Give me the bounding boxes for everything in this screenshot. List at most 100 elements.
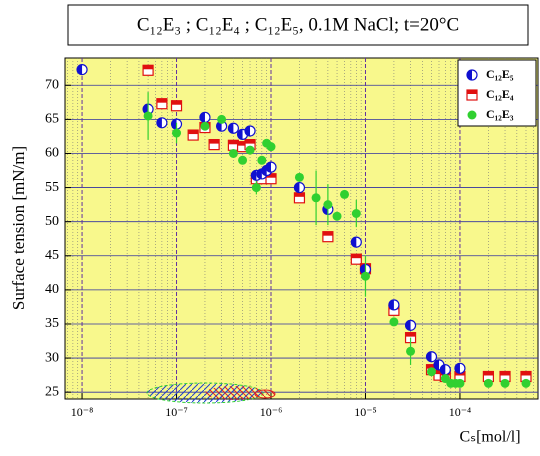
x-tick-label: 10⁻⁶: [260, 405, 283, 419]
point: [266, 142, 276, 152]
marker-fill: [188, 130, 199, 135]
marker-fill: [245, 139, 256, 144]
marker-fill: [483, 371, 494, 376]
marker-fill: [322, 231, 333, 236]
marker-fill: [266, 162, 272, 173]
point: [406, 346, 416, 356]
marker-fill: [311, 193, 321, 203]
marker-fill: [467, 90, 477, 94]
point: [143, 111, 153, 121]
point: [251, 183, 261, 193]
marker-fill: [200, 121, 210, 131]
marker-fill: [245, 145, 255, 155]
marker-fill: [256, 168, 262, 179]
y-tick-label: 65: [45, 112, 59, 127]
hatched-region: [205, 386, 265, 400]
point: [483, 378, 493, 388]
marker-fill: [171, 100, 182, 105]
point: [404, 319, 417, 331]
y-tick-label: 40: [45, 282, 59, 297]
point: [200, 121, 210, 131]
marker-fill: [500, 371, 511, 376]
x-tick-label: 10⁻⁴: [449, 405, 472, 419]
marker-fill: [294, 172, 304, 182]
marker-fill: [237, 129, 243, 140]
marker-fill: [406, 346, 416, 356]
legend-label: C₁₂E₅: [486, 67, 514, 81]
marker-fill: [156, 98, 167, 103]
point: [294, 172, 304, 182]
marker-fill: [171, 119, 177, 130]
point: [244, 125, 256, 137]
marker-fill: [251, 183, 261, 193]
point: [455, 378, 465, 388]
marker-fill: [405, 332, 416, 337]
marker-fill: [266, 173, 277, 178]
marker-fill: [77, 64, 83, 75]
marker-fill: [332, 211, 342, 221]
marker-fill: [405, 320, 411, 331]
y-tick-label: 25: [45, 384, 59, 399]
y-tick-label: 60: [45, 146, 59, 161]
marker-fill: [209, 139, 220, 144]
marker-fill: [426, 364, 437, 369]
point: [500, 378, 510, 388]
point: [466, 89, 478, 101]
point: [322, 231, 334, 243]
marker-fill: [388, 299, 394, 310]
x-tick-label: 10⁻⁷: [165, 405, 188, 419]
marker-fill: [294, 192, 305, 197]
point: [293, 181, 306, 194]
y-tick-label: 55: [45, 180, 59, 195]
marker-fill: [433, 370, 444, 375]
point: [227, 122, 240, 134]
y-tick-label: 30: [45, 350, 59, 365]
marker-fill: [261, 165, 267, 176]
marker-fill: [172, 128, 182, 138]
point: [340, 189, 350, 199]
marker-fill: [467, 110, 477, 120]
marker-fill: [237, 141, 248, 146]
marker-fill: [426, 351, 432, 362]
marker-fill: [427, 367, 437, 377]
y-axis-label: Surface tension [mN/m]: [9, 146, 28, 310]
point: [350, 253, 362, 265]
point: [466, 69, 478, 81]
marker-fill: [520, 371, 531, 376]
marker-fill: [228, 123, 234, 134]
point: [172, 128, 182, 138]
marker-fill: [228, 148, 238, 158]
point: [360, 271, 370, 281]
point: [350, 236, 362, 248]
point: [521, 378, 531, 388]
y-tick-label: 50: [45, 214, 59, 229]
point: [388, 299, 400, 311]
point: [238, 155, 248, 165]
hatched-region: [254, 389, 276, 399]
title-box: [67, 4, 529, 46]
point: [187, 129, 199, 141]
point: [156, 98, 168, 110]
chart-title: C₁₂E₃ ; C₁₂E₄ ; C₁₂E₅, 0.1M NaCl; t=20°C: [137, 14, 459, 35]
marker-fill: [521, 378, 531, 388]
marker-fill: [143, 111, 153, 121]
point: [257, 155, 267, 165]
marker-fill: [360, 271, 370, 281]
marker-fill: [454, 363, 460, 374]
marker-fill: [266, 142, 276, 152]
marker-fill: [294, 182, 300, 193]
point: [245, 145, 255, 155]
marker-fill: [483, 378, 493, 388]
point: [425, 351, 438, 363]
point: [389, 317, 399, 327]
point: [454, 362, 466, 374]
point: [217, 114, 227, 124]
legend-label: C₁₂E₄: [486, 87, 514, 101]
point: [227, 139, 240, 151]
point: [332, 211, 342, 221]
point: [156, 117, 168, 129]
point: [439, 364, 451, 376]
marker-fill: [251, 170, 257, 181]
marker-fill: [340, 189, 350, 199]
